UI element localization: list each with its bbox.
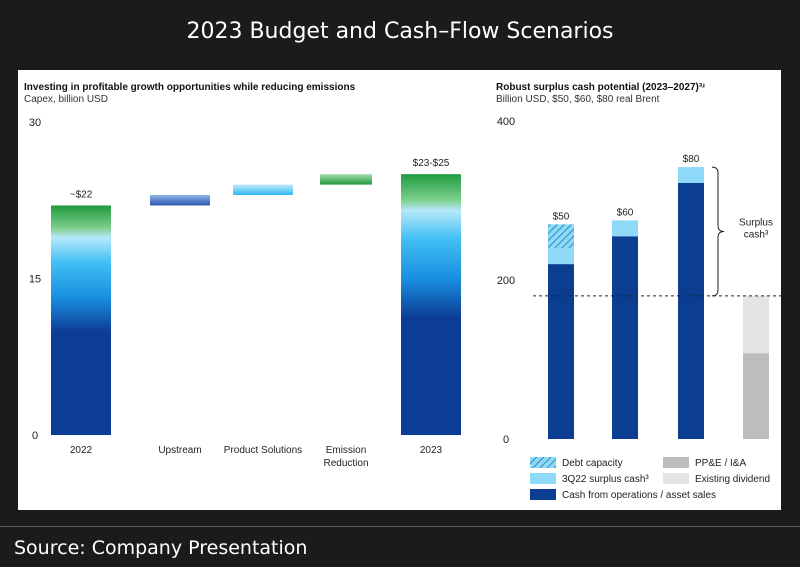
source-bar: Source: Company Presentation xyxy=(0,526,800,567)
legend-label-0: Debt capacity xyxy=(562,458,623,469)
source-text: Source: Company Presentation xyxy=(14,537,308,559)
legend-label-3: PP&E / I&A xyxy=(695,458,746,469)
right-bar-4-3 xyxy=(743,295,769,354)
surplus-brace xyxy=(711,166,725,297)
legend-label-4: Existing dividend xyxy=(695,474,770,485)
legend-swatch-0 xyxy=(530,457,556,468)
right-y-tick-1: 200 xyxy=(497,275,515,287)
right-bar-1-2 xyxy=(678,167,704,184)
legend-label-1: 3Q22 surplus cash³ xyxy=(562,474,649,485)
right-chart-subtitle: Billion USD, $50, $60, $80 real Brent xyxy=(496,94,660,105)
left-x-tick-3-1: Reduction xyxy=(323,458,368,469)
right-bar-0-1 xyxy=(612,236,638,439)
right-bar-3-3 xyxy=(743,353,769,439)
legend-swatch-2 xyxy=(530,489,556,500)
right-bar-label-2: $80 xyxy=(683,154,700,165)
left-x-tick-0: 2022 xyxy=(70,445,93,456)
right-chart-title: Robust surplus cash potential (2023–2027… xyxy=(496,82,705,93)
left-chart-title: Investing in profitable growth opportuni… xyxy=(24,82,356,93)
right-bar-label-0: $50 xyxy=(553,211,570,222)
left-bar-3 xyxy=(320,174,372,185)
left-bar-label-0: ~$22 xyxy=(70,189,93,200)
left-chart: 0 15 30 ~$22 $23-$25 2022 Upstream Product Solu… xyxy=(29,117,461,469)
right-bar-1-0 xyxy=(548,248,574,265)
surplus-annotation-line-1: cash³ xyxy=(744,230,769,241)
legend-label-2: Cash from operations / asset sales xyxy=(562,490,716,501)
legend-swatch-3 xyxy=(663,457,689,468)
left-y-tick-2: 30 xyxy=(29,117,41,129)
legend-swatch-4 xyxy=(663,473,689,484)
legend-swatch-1 xyxy=(530,473,556,484)
page-title: 2023 Budget and Cash–Flow Scenarios xyxy=(186,18,614,44)
right-y-tick-2: 400 xyxy=(497,116,515,128)
left-x-tick-4: 2023 xyxy=(420,445,443,456)
chart-svg: Investing in profitable growth opportuni… xyxy=(24,82,781,501)
title-bar: 2023 Budget and Cash–Flow Scenarios xyxy=(0,0,800,62)
chart-panel: Investing in profitable growth opportuni… xyxy=(18,70,781,510)
left-bar-4 xyxy=(401,174,461,435)
right-bar-2-0 xyxy=(548,224,574,249)
surplus-annotation-line-0: Surplus xyxy=(739,218,773,229)
left-x-tick-2: Product Solutions xyxy=(224,445,302,456)
left-bar-2 xyxy=(233,184,293,196)
right-bar-label-1: $60 xyxy=(617,207,634,218)
left-bar-1 xyxy=(150,195,210,206)
left-bar-0 xyxy=(51,205,111,435)
right-bar-0-0 xyxy=(548,264,574,439)
left-x-tick-3: Emission xyxy=(326,445,367,456)
left-bar-label-4: $23-$25 xyxy=(413,158,450,169)
left-y-tick-1: 15 xyxy=(29,274,41,286)
left-chart-subtitle: Capex, billion USD xyxy=(24,94,108,105)
left-y-tick-0: 0 xyxy=(32,430,38,442)
right-legend: Debt capacity 3Q22 surplus cash³ Cash from… xyxy=(530,457,770,501)
right-bar-0-2 xyxy=(678,183,704,439)
left-x-tick-1: Upstream xyxy=(158,445,201,456)
right-y-tick-0: 0 xyxy=(503,434,509,446)
right-bar-1-1 xyxy=(612,220,638,237)
